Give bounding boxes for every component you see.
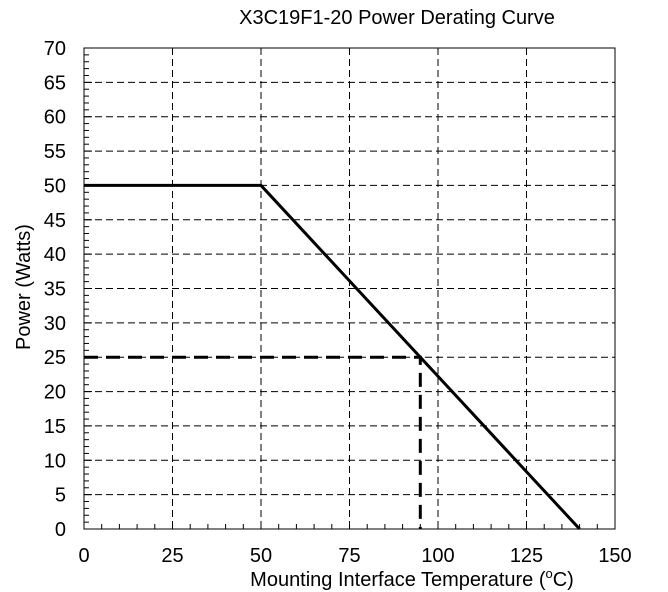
series-lines: [84, 183, 581, 531]
y-tick-label: 65: [44, 72, 66, 94]
y-tick-label: 0: [55, 519, 66, 541]
y-tick-label: 10: [44, 450, 66, 472]
x-tick-label: 150: [598, 545, 631, 567]
y-tick-label: 55: [44, 141, 66, 163]
x-tick-label: 50: [250, 545, 272, 567]
y-tick-label: 25: [44, 347, 66, 369]
x-tick-label: 75: [338, 545, 360, 567]
x-tick-label: 0: [78, 545, 89, 567]
x-tick-label: 125: [510, 545, 543, 567]
y-tick-label: 40: [44, 244, 66, 266]
x-tick-labels: 0 25 50 75 100 125 150: [78, 545, 631, 567]
y-tick-label: 70: [44, 38, 66, 60]
y-tick-label: 50: [44, 175, 66, 197]
y-tick-label: 20: [44, 382, 66, 404]
y-tick-label: 45: [44, 210, 66, 232]
x-axis-label-suffix: C): [553, 569, 574, 591]
dashed-reference-line: [84, 355, 422, 529]
y-tick-label: 5: [55, 485, 66, 507]
y-tick-label: 30: [44, 313, 66, 335]
y-axis-label: Power (Watts): [13, 224, 35, 350]
x-tick-label: 100: [421, 545, 454, 567]
axis-ticks: [83, 47, 616, 530]
y-tick-label: 60: [44, 107, 66, 129]
chart-title: X3C19F1-20 Power Derating Curve: [239, 7, 555, 29]
x-axis-label-sup: o: [546, 566, 553, 581]
derating-curve-line: [84, 183, 581, 531]
y-tick-labels: 0 5 10 15 20 25 30 35 40 45 50 55 60 65 70: [44, 38, 66, 541]
y-tick-label: 35: [44, 279, 66, 301]
x-tick-label: 25: [161, 545, 183, 567]
x-axis-label-prefix: Mounting Interface Temperature (: [250, 569, 546, 591]
grid-lines: [84, 48, 615, 529]
y-tick-label: 15: [44, 416, 66, 438]
x-axis-label: Mounting Interface Temperature (oC): [250, 566, 574, 591]
